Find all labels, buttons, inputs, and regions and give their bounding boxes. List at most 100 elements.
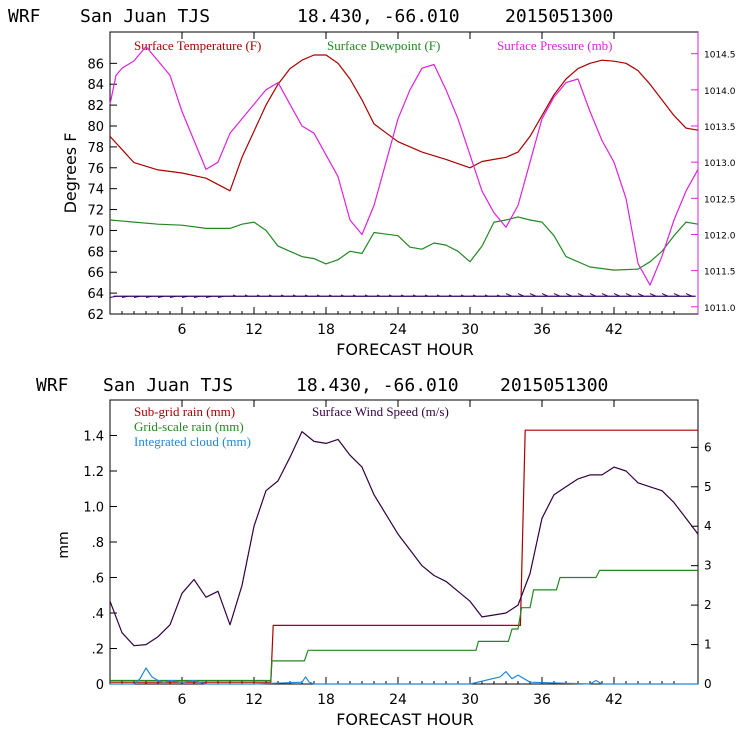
- panel-2-y-tick-label: 1.4: [83, 430, 104, 445]
- panel-2-series-line-3: [109, 431, 699, 647]
- panel-2-ylabel: mm: [56, 531, 72, 558]
- panel-2-y2-tick-label: 1: [704, 638, 712, 652]
- panel-2-header-station: San Juan TJS: [103, 375, 233, 396]
- panel-1-y-tick-label: 80: [87, 120, 104, 135]
- wind-barb: [340, 294, 345, 297]
- panel-1-y2-tick-label: 1011.5: [704, 268, 736, 278]
- legend-sub-grid-rain: Sub-grid rain (mm): [134, 404, 235, 419]
- wind-barb: [217, 295, 225, 299]
- wind-barb: [589, 293, 597, 297]
- wind-barb: [376, 294, 381, 297]
- panel-2-y-tick-label: .6: [92, 572, 104, 587]
- panel-1-wind-barbs: [109, 293, 696, 299]
- panel-2-y2-tick-label: 3: [704, 559, 712, 573]
- wind-barb: [412, 294, 417, 297]
- panel-2-y2-tick-label: 2: [704, 598, 712, 612]
- wind-barb: [256, 294, 261, 297]
- wind-barb: [232, 294, 237, 297]
- wind-barb: [565, 293, 573, 297]
- panel-1-x-tick-label: 36: [533, 322, 551, 338]
- panel-1-xlabel: FORECAST HOUR: [336, 340, 474, 359]
- wind-barb: [517, 293, 525, 297]
- panel-2-y2-tick-label: 6: [704, 440, 712, 454]
- panel-2-x-tick-label: 36: [533, 692, 551, 708]
- panel-1-x-tick-label: 18: [317, 322, 335, 338]
- wind-barb: [460, 294, 465, 297]
- wind-barb: [601, 293, 609, 297]
- wind-barb: [169, 295, 177, 299]
- panel-1-y-tick-label: 64: [87, 287, 104, 302]
- panel-2-x-tick-label: 30: [461, 692, 479, 708]
- wind-barb: [133, 295, 141, 299]
- wind-barb: [541, 293, 549, 297]
- wind-barb: [577, 293, 585, 297]
- wind-barb: [529, 293, 537, 297]
- wind-barb: [352, 294, 357, 297]
- panel-1-y-tick-label: 68: [87, 245, 104, 260]
- panel-2-header-model: WRF: [36, 375, 69, 396]
- panel-2-y-tick-label: .2: [92, 643, 104, 658]
- panel-1-series: [109, 45, 699, 286]
- wind-barb: [496, 294, 501, 297]
- panel-2-y2-tick-label: 4: [704, 519, 712, 533]
- wind-barb: [472, 294, 477, 297]
- panel-1-y2-tick-label: 1011.0: [704, 304, 736, 314]
- wind-barb: [649, 293, 657, 297]
- panel-1-y2-tick-label: 1014.0: [704, 87, 736, 97]
- panel-2-series-line-1: [110, 569, 698, 682]
- panel-1-header-init: 2015051300: [505, 6, 613, 27]
- legend-surface-wind-speed: Surface Wind Speed (m/s): [312, 404, 449, 419]
- panel-1-plot-frame: [109, 31, 699, 315]
- wind-barb: [661, 293, 669, 297]
- panel-1-series-line-1: [109, 216, 699, 271]
- wind-barb: [193, 295, 201, 299]
- panel-1-y-tick-label: 74: [87, 183, 104, 198]
- panel-2-y-tick-label: 1.0: [83, 501, 104, 516]
- panel-1-ylabel: Degrees F: [61, 133, 80, 214]
- wind-barb: [328, 294, 333, 297]
- wind-barb: [553, 293, 561, 297]
- panel-1-x-tick-label: 24: [389, 322, 407, 338]
- panel-2-header-init: 2015051300: [500, 375, 608, 396]
- panel-1-x-tick-label: 12: [245, 322, 263, 338]
- panel-1-y-tick-label: 82: [87, 99, 104, 114]
- panel-1-y2-tick-label: 1014.5: [704, 51, 736, 61]
- panel-2-y-tick-label: 0: [96, 678, 104, 693]
- wind-barb: [304, 294, 309, 297]
- wind-barb: [145, 295, 153, 299]
- panel-2-y2-tick-label: 0: [704, 677, 712, 691]
- wind-barb: [292, 294, 297, 297]
- wind-barb: [121, 295, 129, 299]
- wind-barb: [268, 294, 273, 297]
- panel-1-header-station: San Juan TJS: [80, 6, 210, 27]
- panel-1-y-tick-label: 78: [87, 141, 104, 156]
- panel-2-y2-tick-label: 5: [704, 480, 712, 494]
- panel-1-header-model: WRF: [8, 6, 41, 27]
- panel-2-x-tick-label: 24: [389, 692, 407, 708]
- panel-1-y-tick-label: 62: [87, 308, 104, 323]
- wind-barb: [625, 293, 633, 297]
- panel-1-x-tick-label: 42: [605, 322, 623, 338]
- panel-1-y2-tick-label: 1013.0: [704, 159, 736, 169]
- panel-1-y2-tick-label: 1012.0: [704, 231, 736, 241]
- panel-1: WRF San Juan TJS 18.430, -66.010 2015051…: [8, 6, 736, 359]
- panel-2-x-tick-label: 12: [245, 692, 263, 708]
- wind-barb: [244, 294, 249, 297]
- panel-1-y2-tick-label: 1012.5: [704, 195, 736, 205]
- legend-surface-pressure: Surface Pressure (mb): [497, 38, 613, 53]
- panel-1-y-tick-label: 84: [87, 78, 104, 93]
- wind-barb: [424, 294, 429, 297]
- wind-barb: [685, 293, 693, 297]
- panel-1-ticks: 6 12 18 24 30 36 42 62 64 66 68 70 72 74 76 78 80 82 84 86 1…: [87, 32, 736, 338]
- panel-2-y-tick-label: .8: [92, 536, 104, 551]
- panel-2-header-coords: 18.430, -66.010: [296, 375, 459, 396]
- panel-1-x-tick-label: 30: [461, 322, 479, 338]
- panel-1-y-tick-label: 66: [87, 266, 104, 281]
- wind-barb: [109, 295, 117, 299]
- panel-1-y2-tick-label: 1013.5: [704, 123, 736, 133]
- panel-1-series-line-2: [109, 45, 699, 286]
- panel-2-y-tick-label: .4: [92, 607, 104, 622]
- legend-grid-scale-rain: Grid-scale rain (mm): [134, 419, 244, 434]
- legend-surface-dewpoint: Surface Dewpoint (F): [327, 38, 440, 53]
- wind-barb: [436, 294, 441, 297]
